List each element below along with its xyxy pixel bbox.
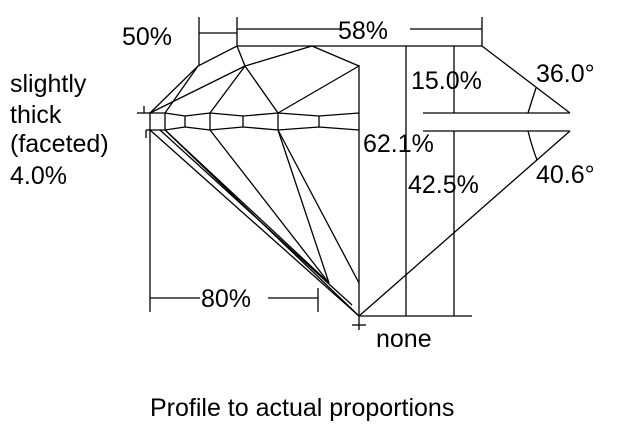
total-depth-label: 62.1%	[363, 130, 434, 158]
girdle-label-line: (faceted)	[10, 130, 109, 158]
star-length-label: 50%	[122, 23, 172, 51]
pavilion-depth-label: 42.5%	[408, 171, 479, 199]
pavilion-facets	[159, 129, 360, 317]
crown-angle-label: 36.0°	[536, 60, 595, 88]
lower-half-label: 80%	[201, 285, 251, 313]
table-width-label: 58%	[338, 17, 388, 45]
girdle-label-line: thick	[10, 101, 62, 129]
girdle-label-line: 4.0%	[10, 162, 67, 190]
crown-facets	[149, 45, 360, 114]
crown-height-label: 15.0%	[411, 67, 482, 95]
dimension-lines	[137, 17, 538, 330]
girdle-label: slightly thick (faceted) 4.0%	[10, 70, 109, 190]
girdle-label-line: slightly	[10, 70, 87, 98]
culet-label: none	[376, 325, 432, 353]
caption: Profile to actual proportions	[150, 394, 454, 422]
pavilion-angle-label: 40.6°	[536, 161, 595, 189]
diamond-outline	[149, 45, 571, 317]
